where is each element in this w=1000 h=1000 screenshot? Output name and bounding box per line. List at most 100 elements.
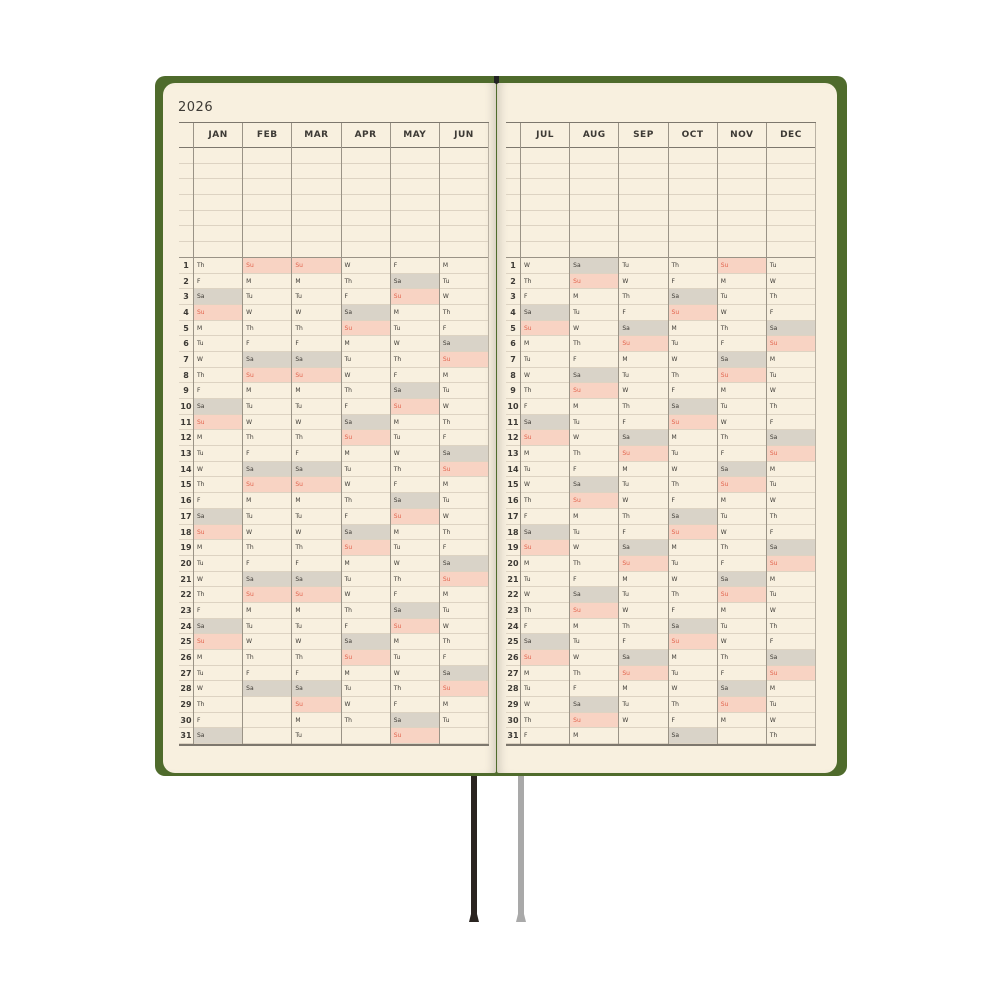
day-cell[interactable]: Sa: [521, 414, 570, 431]
day-cell[interactable]: F: [521, 619, 570, 635]
day-cell[interactable]: M: [717, 603, 766, 619]
day-cell[interactable]: M: [194, 430, 243, 447]
notes-cell[interactable]: [243, 164, 292, 180]
notes-cell[interactable]: [292, 226, 341, 243]
day-cell[interactable]: F: [570, 681, 619, 698]
day-cell[interactable]: F: [717, 666, 766, 682]
day-cell[interactable]: Th: [521, 713, 570, 729]
day-cell[interactable]: Sa: [390, 602, 439, 619]
empty-cell[interactable]: [243, 728, 292, 745]
day-cell[interactable]: Tu: [717, 289, 766, 305]
notes-cell[interactable]: [668, 211, 717, 227]
day-cell[interactable]: M: [521, 666, 570, 682]
day-cell[interactable]: Tu: [668, 336, 717, 352]
notes-cell[interactable]: [243, 242, 292, 258]
day-cell[interactable]: Su: [619, 446, 668, 462]
notes-cell[interactable]: [570, 148, 619, 164]
day-cell[interactable]: M: [521, 336, 570, 352]
day-cell[interactable]: W: [390, 446, 439, 462]
day-cell[interactable]: Tu: [243, 509, 292, 525]
day-cell[interactable]: F: [243, 556, 292, 572]
day-cell[interactable]: M: [243, 493, 292, 509]
day-cell[interactable]: Tu: [292, 509, 341, 525]
day-cell[interactable]: Th: [766, 619, 816, 635]
day-cell[interactable]: Su: [521, 320, 570, 337]
day-cell[interactable]: Su: [390, 618, 439, 635]
day-cell[interactable]: F: [521, 289, 570, 305]
day-cell[interactable]: M: [521, 556, 570, 572]
day-cell[interactable]: Su: [668, 524, 717, 541]
day-cell[interactable]: W: [292, 634, 341, 650]
day-cell[interactable]: Th: [243, 321, 292, 337]
day-cell[interactable]: Th: [341, 383, 390, 399]
notes-cell[interactable]: [243, 148, 292, 164]
day-cell[interactable]: Th: [619, 289, 668, 305]
day-cell[interactable]: W: [194, 462, 243, 478]
day-cell[interactable]: M: [243, 383, 292, 399]
notes-cell[interactable]: [521, 226, 570, 243]
day-cell[interactable]: W: [243, 415, 292, 431]
day-cell[interactable]: Tu: [292, 399, 341, 415]
day-cell[interactable]: F: [668, 603, 717, 619]
day-cell[interactable]: M: [717, 383, 766, 399]
day-cell[interactable]: M: [570, 728, 619, 745]
day-cell[interactable]: Su: [521, 650, 570, 666]
day-cell[interactable]: F: [439, 321, 489, 337]
notes-cell[interactable]: [341, 195, 390, 211]
day-cell[interactable]: Su: [341, 320, 390, 337]
day-cell[interactable]: F: [243, 336, 292, 352]
day-cell[interactable]: Su: [243, 477, 292, 494]
notes-cell[interactable]: [668, 148, 717, 164]
day-cell[interactable]: W: [668, 572, 717, 588]
day-cell[interactable]: W: [521, 587, 570, 603]
day-cell[interactable]: Sa: [439, 555, 489, 572]
day-cell[interactable]: Sa: [194, 618, 243, 635]
day-cell[interactable]: Tu: [570, 305, 619, 321]
day-cell[interactable]: Th: [766, 728, 816, 745]
day-cell[interactable]: Sa: [341, 304, 390, 321]
day-cell[interactable]: Sa: [619, 320, 668, 337]
day-cell[interactable]: Th: [668, 368, 717, 384]
notes-cell[interactable]: [766, 211, 816, 227]
day-cell[interactable]: M: [194, 540, 243, 556]
day-cell[interactable]: Tu: [341, 681, 390, 698]
day-cell[interactable]: F: [439, 430, 489, 447]
notes-cell[interactable]: [194, 164, 243, 180]
day-cell[interactable]: F: [292, 556, 341, 572]
day-cell[interactable]: Tu: [717, 619, 766, 635]
notes-cell[interactable]: [194, 148, 243, 164]
notes-cell[interactable]: [243, 195, 292, 211]
notes-cell[interactable]: [619, 164, 668, 180]
day-cell[interactable]: Sa: [668, 289, 717, 305]
notes-cell[interactable]: [570, 195, 619, 211]
day-cell[interactable]: F: [619, 415, 668, 431]
day-cell[interactable]: Su: [521, 540, 570, 556]
day-cell[interactable]: Su: [570, 383, 619, 399]
day-cell[interactable]: Su: [390, 728, 439, 745]
notes-cell[interactable]: [292, 242, 341, 258]
day-cell[interactable]: M: [766, 572, 816, 588]
day-cell[interactable]: Su: [766, 555, 816, 572]
notes-cell[interactable]: [717, 226, 766, 243]
day-cell[interactable]: Tu: [766, 368, 816, 384]
empty-cell[interactable]: [243, 697, 292, 713]
day-cell[interactable]: W: [341, 258, 390, 274]
day-cell[interactable]: Tu: [570, 415, 619, 431]
empty-cell[interactable]: [243, 713, 292, 729]
day-cell[interactable]: Sa: [766, 430, 816, 447]
day-cell[interactable]: Th: [521, 383, 570, 399]
day-cell[interactable]: Th: [439, 305, 489, 321]
day-cell[interactable]: Tu: [439, 493, 489, 509]
day-cell[interactable]: Th: [717, 540, 766, 556]
day-cell[interactable]: W: [341, 368, 390, 384]
day-cell[interactable]: W: [341, 477, 390, 494]
day-cell[interactable]: F: [243, 446, 292, 462]
day-cell[interactable]: Sa: [243, 681, 292, 698]
day-cell[interactable]: Th: [717, 430, 766, 447]
day-cell[interactable]: Th: [243, 650, 292, 666]
day-cell[interactable]: Th: [766, 399, 816, 415]
day-cell[interactable]: M: [341, 556, 390, 572]
day-cell[interactable]: Tu: [243, 289, 292, 305]
day-cell[interactable]: W: [619, 713, 668, 729]
notes-cell[interactable]: [619, 148, 668, 164]
